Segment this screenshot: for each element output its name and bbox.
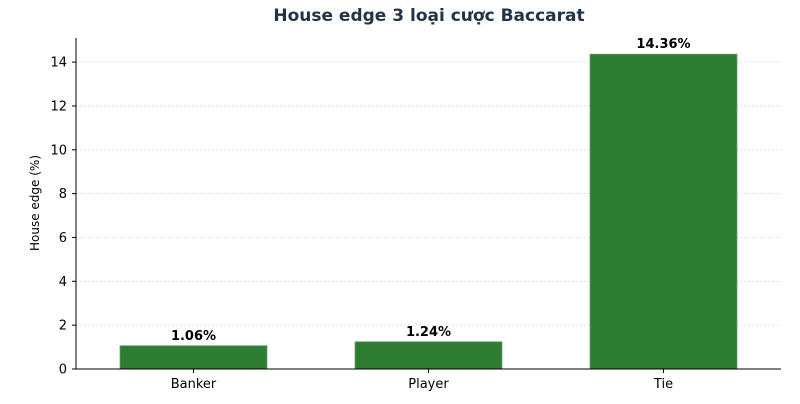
y-ticks: 0 2 4 6 8 10 12 14: [50, 56, 76, 378]
chart-title: House edge 3 loại cược Baccarat: [273, 6, 584, 26]
y-tick-label: 14: [50, 56, 67, 71]
y-tick-label: 4: [59, 275, 67, 290]
y-tick-label: 8: [59, 187, 67, 202]
x-tick-label: Tie: [653, 377, 673, 392]
data-label-banker: 1.06%: [171, 329, 216, 344]
bar-player: [354, 341, 503, 370]
bar-tie: [589, 53, 738, 370]
x-ticks: Banker Player Tie: [171, 369, 673, 392]
bars: [119, 53, 738, 370]
data-label-player: 1.24%: [406, 325, 451, 340]
x-tick-label: Player: [408, 377, 449, 392]
data-label-tie: 14.36%: [636, 37, 690, 52]
y-tick-label: 12: [50, 99, 67, 114]
data-labels: 1.06% 1.24% 14.36%: [171, 37, 691, 344]
y-tick-label: 0: [59, 363, 67, 378]
y-tick-label: 6: [59, 231, 67, 246]
y-axis-label: House edge (%): [28, 155, 42, 251]
x-tick-label: Banker: [171, 377, 217, 392]
grid-lines: [76, 61, 781, 326]
y-tick-label: 2: [59, 319, 67, 334]
bar-banker: [119, 345, 268, 370]
y-tick-label: 10: [50, 143, 67, 158]
